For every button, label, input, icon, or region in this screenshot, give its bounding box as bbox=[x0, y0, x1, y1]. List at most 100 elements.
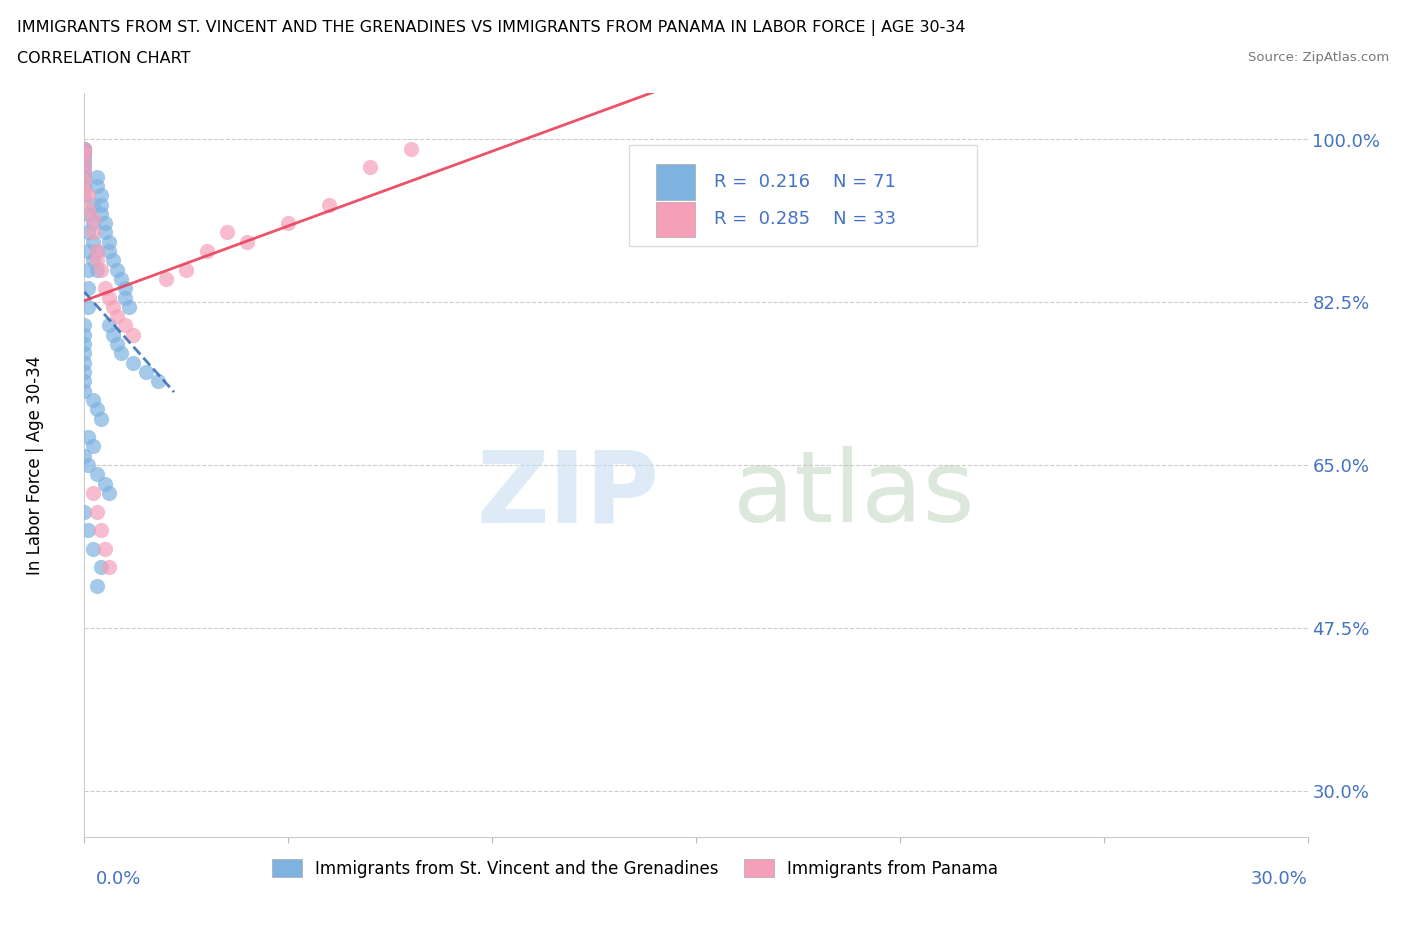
Point bbox=[122, 327, 145, 342]
Text: R =  0.216    N = 71: R = 0.216 N = 71 bbox=[714, 173, 896, 192]
Point bbox=[77, 299, 100, 314]
Point bbox=[73, 448, 96, 463]
Point bbox=[318, 197, 340, 212]
Point bbox=[82, 485, 104, 500]
Point bbox=[217, 225, 239, 240]
Point bbox=[101, 327, 124, 342]
Point bbox=[73, 141, 96, 156]
Legend: Immigrants from St. Vincent and the Grenadines, Immigrants from Panama: Immigrants from St. Vincent and the Gren… bbox=[266, 853, 1004, 884]
Point bbox=[90, 262, 112, 277]
Point bbox=[82, 234, 104, 249]
Text: ZIP: ZIP bbox=[477, 446, 659, 543]
Point bbox=[73, 374, 96, 389]
Point bbox=[73, 146, 96, 161]
Point bbox=[73, 504, 96, 519]
Point bbox=[101, 253, 124, 268]
Point bbox=[97, 234, 120, 249]
Point bbox=[73, 155, 96, 170]
Point bbox=[77, 430, 100, 445]
Point bbox=[90, 206, 112, 221]
Point bbox=[93, 476, 115, 491]
Point bbox=[73, 165, 96, 179]
Point bbox=[90, 523, 112, 538]
Point bbox=[195, 244, 218, 259]
Point bbox=[97, 244, 120, 259]
Point bbox=[97, 290, 120, 305]
Point bbox=[82, 216, 104, 231]
Point bbox=[86, 467, 108, 482]
Point bbox=[73, 337, 96, 352]
Text: atlas: atlas bbox=[733, 446, 974, 543]
Point bbox=[73, 141, 96, 156]
Bar bbox=[655, 202, 695, 237]
Point bbox=[77, 206, 100, 221]
Point bbox=[114, 281, 136, 296]
Point bbox=[90, 197, 112, 212]
Point bbox=[110, 346, 132, 361]
Text: Source: ZipAtlas.com: Source: ZipAtlas.com bbox=[1249, 51, 1389, 64]
Point bbox=[97, 318, 120, 333]
Bar bbox=[655, 165, 695, 200]
Point bbox=[105, 309, 128, 324]
Point bbox=[73, 169, 96, 184]
Point bbox=[82, 197, 104, 212]
Point bbox=[82, 439, 104, 454]
Point bbox=[73, 146, 96, 161]
Point bbox=[86, 402, 108, 417]
Point bbox=[73, 179, 96, 193]
Point bbox=[90, 411, 112, 426]
Point bbox=[82, 392, 104, 407]
Point bbox=[86, 244, 108, 259]
Text: IMMIGRANTS FROM ST. VINCENT AND THE GRENADINES VS IMMIGRANTS FROM PANAMA IN LABO: IMMIGRANTS FROM ST. VINCENT AND THE GREN… bbox=[17, 20, 966, 36]
Text: CORRELATION CHART: CORRELATION CHART bbox=[17, 51, 190, 66]
FancyBboxPatch shape bbox=[628, 145, 977, 246]
Point bbox=[86, 253, 108, 268]
Point bbox=[114, 290, 136, 305]
Point bbox=[86, 179, 108, 193]
Point bbox=[77, 202, 100, 217]
Point bbox=[93, 541, 115, 556]
Point bbox=[77, 225, 100, 240]
Text: In Labor Force | Age 30-34: In Labor Force | Age 30-34 bbox=[27, 355, 45, 575]
Point bbox=[77, 188, 100, 203]
Point bbox=[122, 355, 145, 370]
Point bbox=[105, 262, 128, 277]
Point bbox=[86, 504, 108, 519]
Point bbox=[114, 318, 136, 333]
Point bbox=[105, 337, 128, 352]
Point bbox=[82, 211, 104, 226]
Text: R =  0.285    N = 33: R = 0.285 N = 33 bbox=[714, 210, 897, 229]
Point bbox=[77, 523, 100, 538]
Point bbox=[73, 318, 96, 333]
Point bbox=[97, 560, 120, 575]
Point bbox=[93, 216, 115, 231]
Point bbox=[73, 174, 96, 189]
Text: 0.0%: 0.0% bbox=[96, 870, 141, 887]
Point bbox=[86, 244, 108, 259]
Point bbox=[93, 225, 115, 240]
Point bbox=[359, 160, 381, 175]
Point bbox=[73, 365, 96, 379]
Point bbox=[90, 188, 112, 203]
Point bbox=[73, 183, 96, 198]
Point bbox=[73, 146, 96, 161]
Point bbox=[73, 141, 96, 156]
Point bbox=[73, 383, 96, 398]
Point bbox=[73, 188, 96, 203]
Point bbox=[118, 299, 141, 314]
Point bbox=[101, 299, 124, 314]
Point bbox=[73, 151, 96, 166]
Point bbox=[82, 225, 104, 240]
Point bbox=[77, 244, 100, 259]
Point bbox=[277, 216, 299, 231]
Point bbox=[86, 578, 108, 593]
Point bbox=[82, 541, 104, 556]
Point bbox=[82, 253, 104, 268]
Point bbox=[77, 458, 100, 472]
Point bbox=[73, 141, 96, 156]
Point bbox=[399, 141, 422, 156]
Point bbox=[174, 262, 197, 277]
Point bbox=[77, 281, 100, 296]
Point bbox=[86, 262, 108, 277]
Point bbox=[93, 281, 115, 296]
